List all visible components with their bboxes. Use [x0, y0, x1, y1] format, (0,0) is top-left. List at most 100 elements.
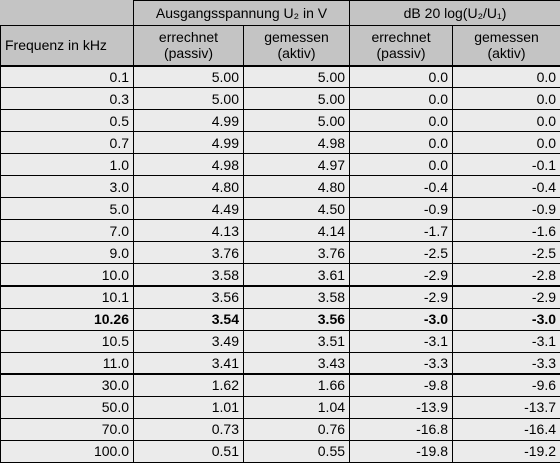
column-header-line: gemessen: [264, 29, 329, 46]
value-cell: 1.66: [242, 373, 351, 397]
table-row: 0.1 5.00 5.00 0.0 0.0: [0, 64, 560, 89]
table-row: 10.5 3.49 3.51 -3.1 -3.1: [0, 329, 560, 353]
value-cell: 3.51: [242, 329, 351, 353]
column-header-line: gemessen: [474, 29, 539, 46]
value-cell: 4.98: [242, 131, 351, 155]
value-cell: 0.0: [349, 153, 454, 177]
value-cell: 3.49: [133, 329, 244, 353]
frequency-cell: 0.7: [0, 131, 134, 155]
column-header-line: (aktiv): [277, 45, 316, 62]
value-cell: -19.8: [349, 439, 454, 463]
frequency-cell: 30.0: [0, 373, 134, 397]
value-cell: 4.98: [133, 153, 244, 177]
table-body: 0.1 5.00 5.00 0.0 0.0 0.3 5.00 5.00 0.0 0.0 0.5 4.9…: [0, 64, 560, 463]
column-header-line: (aktiv): [487, 45, 526, 62]
column-header-line: errechnet: [158, 29, 219, 46]
column-header: errechnet (passiv): [349, 25, 454, 67]
value-cell: -3.1: [349, 329, 454, 353]
value-cell: 4.97: [242, 153, 351, 177]
value-cell: -3.0: [452, 307, 560, 331]
value-cell: 4.49: [133, 197, 244, 221]
value-cell: -2.9: [452, 284, 560, 309]
column-header-line: (passiv): [163, 45, 213, 62]
group-header: Ausgangsspannung U₂ in V: [132, 0, 351, 26]
value-cell: -3.0: [349, 307, 454, 331]
table-row: 0.3 5.00 5.00 0.0 0.0: [0, 87, 560, 111]
value-cell: 3.54: [133, 307, 244, 331]
frequency-cell: 0.5: [0, 109, 134, 133]
table-row: 100.0 0.51 0.55 -19.8 -19.2: [0, 439, 560, 463]
table-row: 5.0 4.49 4.50 -0.9 -0.9: [0, 197, 560, 221]
value-cell: 0.0: [349, 131, 454, 155]
value-cell: 3.76: [133, 241, 244, 265]
value-cell: -0.9: [349, 197, 454, 221]
value-cell: -16.8: [349, 417, 454, 441]
frequency-cell: 1.0: [0, 153, 134, 177]
frequency-cell: 70.0: [0, 417, 134, 441]
value-cell: 4.99: [133, 131, 244, 155]
frequency-cell: 7.0: [0, 219, 134, 243]
frequency-cell: 0.3: [0, 87, 134, 111]
table-header: Ausgangsspannung U₂ in V dB 20 log(U₂/U₁…: [0, 0, 560, 67]
column-header: gemessen (aktiv): [452, 25, 560, 67]
value-cell: -3.1: [452, 329, 560, 353]
value-cell: -16.4: [452, 417, 560, 441]
value-cell: 4.50: [242, 197, 351, 221]
value-cell: 0.0: [349, 64, 454, 89]
group-header: dB 20 log(U₂/U₁): [349, 0, 560, 26]
value-cell: -13.7: [452, 395, 560, 419]
value-cell: -9.6: [452, 373, 560, 397]
value-cell: 5.00: [133, 87, 244, 111]
value-cell: -2.5: [349, 241, 454, 265]
table-row: 0.5 4.99 5.00 0.0 0.0: [0, 109, 560, 133]
value-cell: -2.9: [349, 284, 454, 309]
value-cell: -9.8: [349, 373, 454, 397]
frequency-cell: 100.0: [0, 439, 134, 463]
table-row: 0.7 4.99 4.98 0.0 0.0: [0, 131, 560, 155]
value-cell: 3.41: [133, 351, 244, 375]
empty-cell: [0, 0, 134, 26]
value-cell: 4.13: [133, 219, 244, 243]
table-row: 10.1 3.56 3.58 -2.9 -2.9: [0, 284, 560, 309]
value-cell: 1.04: [242, 395, 351, 419]
table-row: 3.0 4.80 4.80 -0.4 -0.4: [0, 175, 560, 199]
value-cell: 3.58: [133, 263, 244, 287]
value-cell: -0.4: [452, 175, 560, 199]
frequency-cell: 9.0: [0, 241, 134, 265]
table-row: 50.0 1.01 1.04 -13.9 -13.7: [0, 395, 560, 419]
frequency-cell: 5.0: [0, 197, 134, 221]
table-row: 10.0 3.58 3.61 -2.9 -2.8: [0, 263, 560, 287]
value-cell: 0.0: [452, 131, 560, 155]
value-cell: -3.3: [452, 351, 560, 375]
value-cell: -2.5: [452, 241, 560, 265]
frequency-cell: 10.1: [0, 284, 134, 309]
table-row: 30.0 1.62 1.66 -9.8 -9.6: [0, 373, 560, 397]
table-row: 9.0 3.76 3.76 -2.5 -2.5: [0, 241, 560, 265]
column-header-line: errechnet: [371, 29, 431, 46]
table-row: 70.0 0.73 0.76 -16.8 -16.4: [0, 417, 560, 441]
frequency-cell: 10.0: [0, 263, 134, 287]
value-cell: 0.73: [133, 417, 244, 441]
value-cell: -0.1: [452, 153, 560, 177]
value-cell: 5.00: [242, 87, 351, 111]
value-cell: 4.80: [242, 175, 351, 199]
value-cell: -2.8: [452, 263, 560, 287]
value-cell: -1.6: [452, 219, 560, 243]
table-row: 11.0 3.41 3.43 -3.3 -3.3: [0, 351, 560, 375]
column-header: errechnet (passiv): [133, 25, 244, 67]
table-row: 7.0 4.13 4.14 -1.7 -1.6: [0, 219, 560, 243]
column-header: Frequenz in kHz: [0, 25, 134, 67]
frequency-cell: 10.5: [0, 329, 134, 353]
value-cell: 0.76: [242, 417, 351, 441]
value-cell: -13.9: [349, 395, 454, 419]
column-header: gemessen (aktiv): [242, 25, 351, 67]
value-cell: 4.14: [242, 219, 351, 243]
value-cell: 1.62: [133, 373, 244, 397]
value-cell: 3.56: [242, 307, 351, 331]
value-cell: 4.99: [133, 109, 244, 133]
value-cell: 4.80: [133, 175, 244, 199]
value-cell: 0.0: [349, 109, 454, 133]
frequency-cell: 50.0: [0, 395, 134, 419]
value-cell: -1.7: [349, 219, 454, 243]
